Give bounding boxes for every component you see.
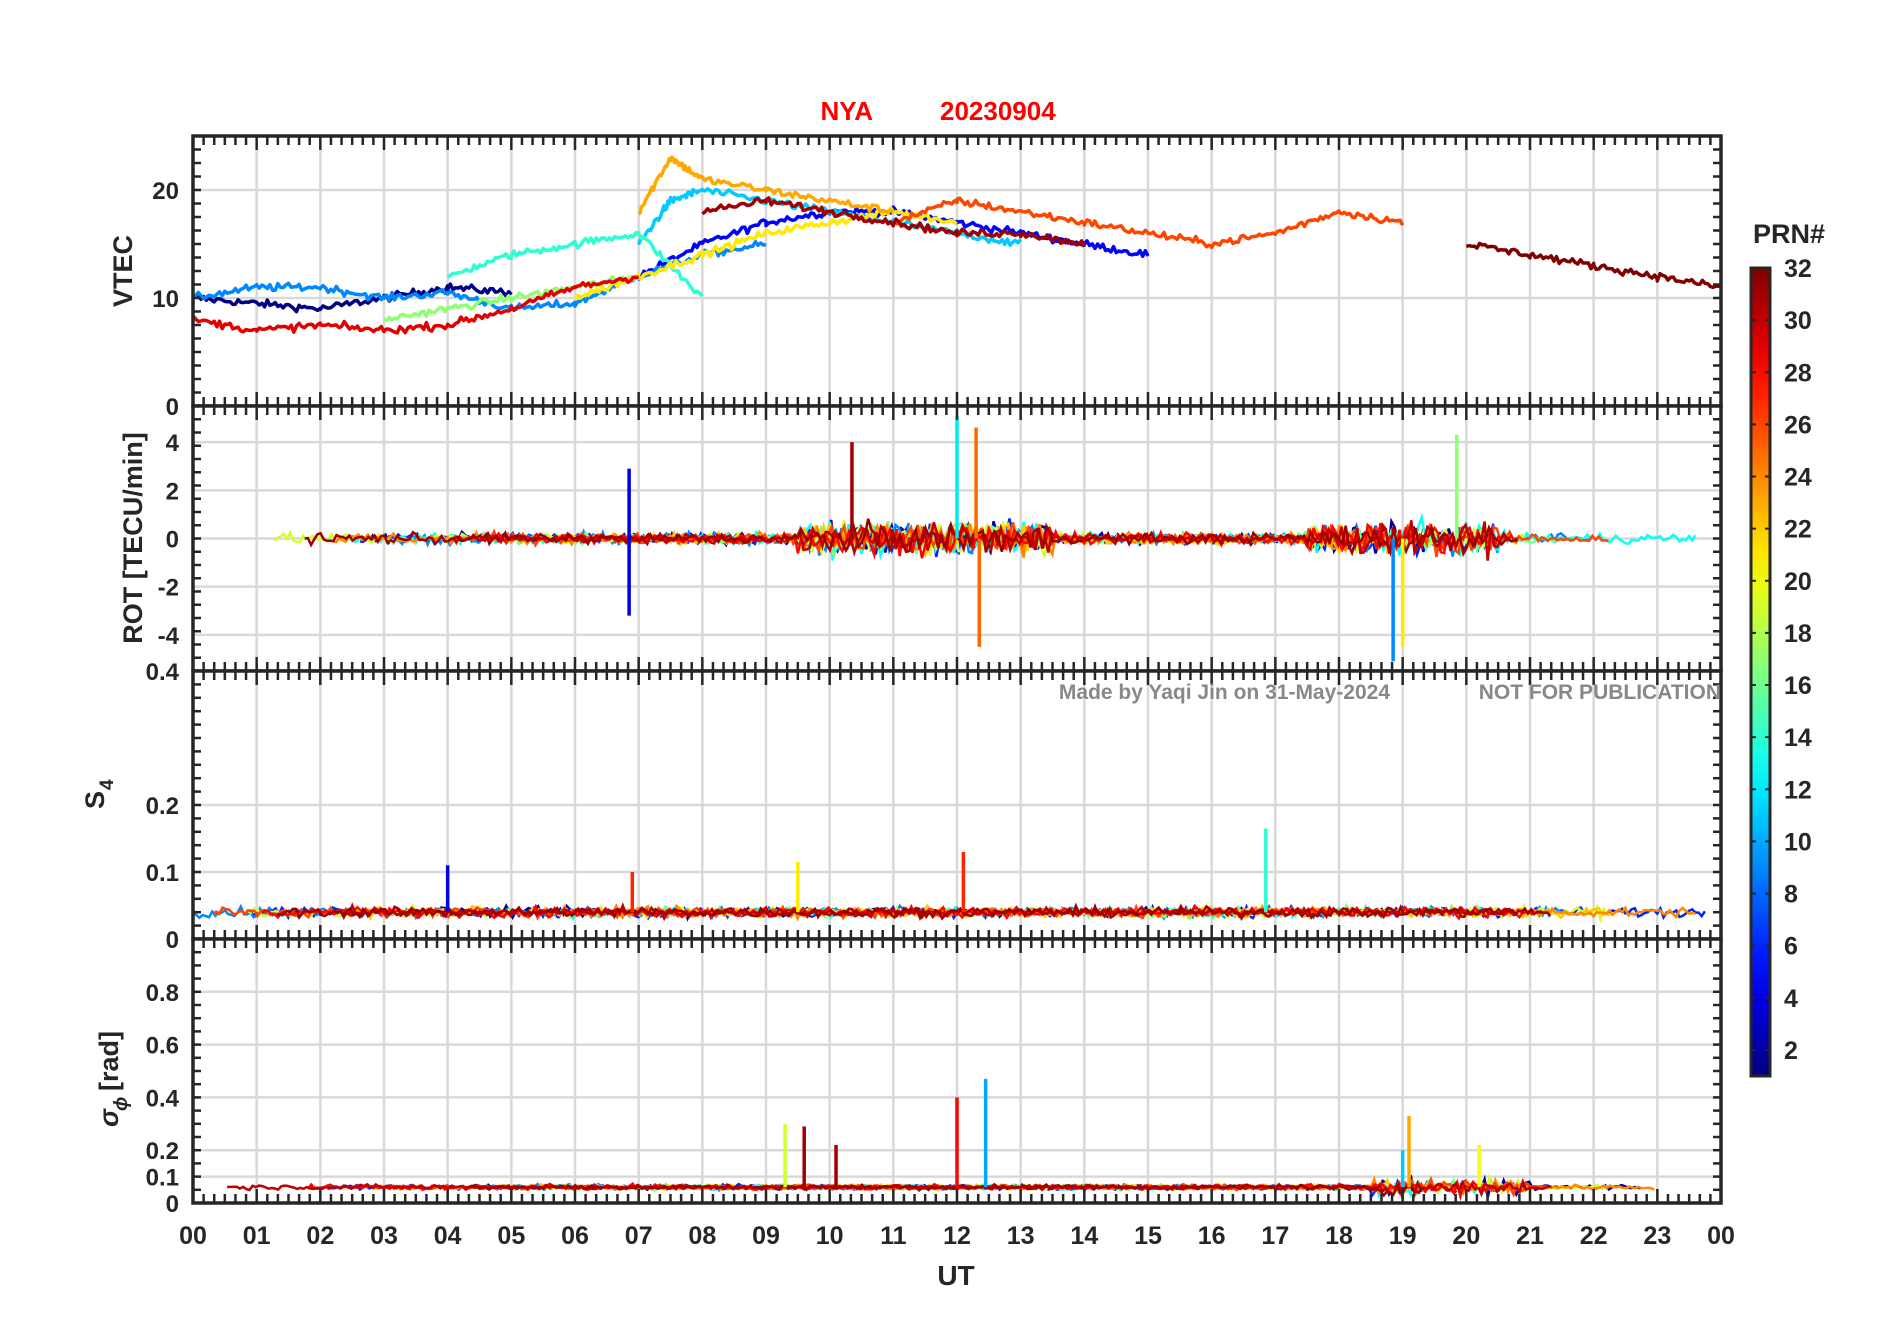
y-tick-label: 2 — [166, 478, 179, 505]
sigma-phi-panel: 00.10.2 0.4 0.6 0.8 — [146, 937, 1723, 1218]
y-tick-label: 4 — [166, 430, 180, 457]
vtec-ylabel: VTEC — [108, 235, 138, 307]
x-tick-label: 06 — [561, 1222, 589, 1250]
colorbar-tick-label: 2 — [1784, 1037, 1798, 1065]
watermark-author: Made by Yaqi Jin on 31-May-2024 — [1059, 681, 1390, 704]
x-tick-label: 15 — [1134, 1222, 1162, 1250]
s4-ylabel-main: S — [80, 791, 110, 809]
vtec-series-prn-32 — [1465, 241, 1721, 290]
watermark-notice: NOT FOR PUBLICATION — [1479, 681, 1721, 704]
y-tick-label: 0.2 — [146, 793, 179, 820]
x-tick-label: 11 — [880, 1222, 907, 1250]
colorbar-tick-label: 12 — [1784, 776, 1812, 804]
colorbar-gradient — [1749, 266, 1772, 1078]
s4-panel: 0 0.1 0.2 0.4 — [146, 659, 1723, 954]
colorbar-tick-label: 18 — [1784, 620, 1812, 648]
y-tick-label: 0.1 — [146, 860, 179, 887]
series-group — [227, 1078, 1655, 1202]
title-date: 20230904 — [940, 96, 1056, 126]
colorbar-tick-label: 30 — [1784, 307, 1812, 335]
sigma-ylabel-subscript: ϕ — [111, 1097, 132, 1111]
colorbar-tick-label: 14 — [1784, 724, 1812, 752]
vtec-series-prn-5 — [637, 205, 1150, 280]
series-group — [273, 415, 1697, 662]
x-tick-label: 00 — [179, 1222, 207, 1250]
x-tick-label: 22 — [1580, 1222, 1608, 1250]
vtec-series-prn-26 — [892, 196, 1405, 250]
y-tick-label: 0 — [166, 927, 179, 954]
rot-panel: -4 -2 0 2 4 — [158, 404, 1723, 673]
y-tick-label: 0.8 — [146, 980, 179, 1007]
series-group — [193, 155, 1721, 335]
y-tick-label: 0 — [166, 527, 179, 554]
y-tick-label: -2 — [158, 575, 179, 602]
y-tick-label: 0 — [166, 1191, 179, 1218]
x-tick-label: 12 — [943, 1222, 971, 1250]
x-tick-label: 03 — [370, 1222, 398, 1250]
x-tick-label: 18 — [1325, 1222, 1353, 1250]
y-tick-label: 0.2 — [146, 1138, 179, 1165]
x-tick-label: 21 — [1516, 1222, 1544, 1250]
x-tick-label: 00 — [1707, 1222, 1735, 1250]
vtec-series-prn-1 — [193, 282, 513, 314]
colorbar-tick-label: 20 — [1784, 568, 1812, 596]
x-tick-label: 09 — [752, 1222, 780, 1250]
colorbar-tick-label: 24 — [1784, 464, 1812, 492]
y-tick-label: 0 — [166, 394, 179, 421]
x-tick-label: 13 — [1007, 1222, 1035, 1250]
x-tick-label: 05 — [497, 1222, 525, 1250]
sigma-ylabel-main: σ — [94, 1108, 124, 1127]
y-tick-label: 0.1 — [146, 1165, 179, 1192]
sigma-phi-ylabel: σ ϕ [rad] — [94, 1031, 132, 1127]
x-tick-label: 19 — [1389, 1222, 1417, 1250]
colorbar-label: PRN# — [1753, 219, 1825, 249]
colorbar-tick-label: 32 — [1784, 255, 1812, 283]
title-station: NYA — [820, 96, 873, 126]
x-tick-label: 16 — [1198, 1222, 1226, 1250]
x-tick-labels: 00 01 02 03 04 05 06 07 08 09 10 11 12 13 14 15 16 17 18 19… — [179, 1222, 1735, 1250]
colorbar-tick-label: 28 — [1784, 359, 1812, 387]
x-tick-label: 14 — [1070, 1222, 1098, 1250]
x-tick-label: 02 — [306, 1222, 334, 1250]
colorbar-tick-label: 6 — [1784, 933, 1798, 961]
y-tick-label: 0.4 — [146, 1085, 180, 1112]
vtec-series-prn-14 — [446, 230, 704, 298]
series-group — [193, 828, 1706, 924]
vtec-series-prn-23 — [637, 155, 895, 216]
x-tick-label: 20 — [1452, 1222, 1480, 1250]
s4-ylabel: S 4 — [80, 779, 118, 809]
y-tick-label: 0.4 — [146, 659, 180, 686]
rot-ylabel: ROT [TECU/min] — [118, 432, 148, 643]
colorbar-tick-label: 16 — [1784, 672, 1812, 700]
panel-border — [191, 937, 1723, 1205]
x-axis-label: UT — [937, 1260, 974, 1291]
y-tick-label: 0.6 — [146, 1033, 179, 1060]
y-tick-label: -4 — [158, 623, 180, 650]
vtec-panel: 0 10 20 — [152, 134, 1723, 421]
x-tick-label: 08 — [688, 1222, 716, 1250]
x-tick-label: 04 — [434, 1222, 462, 1250]
colorbar-tick-label: 26 — [1784, 411, 1812, 439]
trace-prn-31 — [304, 518, 1518, 558]
y-tick-label: 20 — [152, 178, 179, 205]
trace-prn-31 — [276, 902, 1552, 922]
colorbar-tick-label: 4 — [1784, 985, 1798, 1013]
s4-ylabel-subscript: 4 — [97, 779, 118, 790]
trace-prn-31 — [469, 1182, 1424, 1198]
x-tick-label: 17 — [1261, 1222, 1289, 1250]
x-tick-label: 23 — [1643, 1222, 1671, 1250]
colorbar-tick-label: 10 — [1784, 828, 1812, 856]
colorbar-tick-label: 22 — [1784, 516, 1812, 544]
y-tick-label: 10 — [152, 286, 179, 313]
sigma-ylabel-unit: [rad] — [94, 1031, 124, 1091]
x-tick-label: 01 — [243, 1222, 271, 1250]
colorbar-tick-label: 8 — [1784, 881, 1798, 909]
x-tick-label: 07 — [625, 1222, 653, 1250]
x-tick-label: 10 — [816, 1222, 844, 1250]
vtec-series-prn-29 — [193, 275, 639, 335]
vtec-series-prn-31 — [701, 196, 1086, 248]
